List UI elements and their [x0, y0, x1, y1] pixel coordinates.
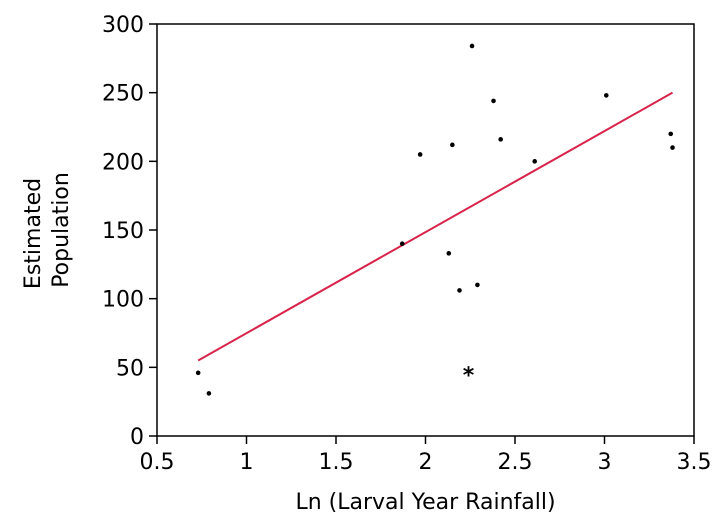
y-tick-label: 50 — [116, 356, 144, 381]
y-tick-label: 0 — [130, 425, 144, 450]
y-axis-title-line-2: Population — [49, 172, 74, 288]
x-tick-label: 1.5 — [319, 450, 354, 475]
y-tick-label: 150 — [102, 219, 144, 244]
data-point — [498, 137, 503, 142]
plot-frame — [156, 23, 695, 437]
data-point — [670, 145, 675, 150]
data-point — [469, 43, 475, 49]
x-tick-label: 2.5 — [498, 450, 533, 475]
x-tick-label: 3 — [598, 450, 612, 475]
data-point — [195, 370, 201, 376]
y-tick-label: 100 — [102, 288, 144, 313]
y-tick-label: 300 — [102, 13, 144, 38]
data-point — [532, 159, 537, 164]
data-point — [457, 288, 462, 293]
data-point — [450, 142, 455, 148]
y-axis-title-line-1: Estimated — [21, 178, 46, 289]
x-tick-label: 2 — [419, 450, 433, 475]
data-point — [417, 152, 423, 157]
y-tick-label: 200 — [102, 150, 144, 175]
y-axis-title: Estimated Population — [21, 171, 74, 289]
x-tick-label: 0.5 — [140, 450, 175, 475]
marked-point: * — [463, 363, 475, 388]
data-point — [206, 391, 212, 396]
data-point — [491, 98, 496, 104]
plot-area: 0.5 1 1.5 2 2.5 3 3.5 0 50 100 150 200 250 300 * — [102, 13, 712, 475]
x-tick-label: 1 — [240, 450, 254, 475]
data-point — [668, 131, 674, 137]
y-tick-label: 250 — [102, 82, 144, 107]
x-axis-title: Ln (Larval Year Rainfall) — [295, 490, 555, 515]
fit-line — [197, 91, 674, 362]
data-point — [603, 93, 609, 98]
data-point — [475, 282, 480, 288]
data-point — [399, 241, 405, 247]
x-tick-label: 3.5 — [677, 450, 712, 475]
data-point — [446, 251, 452, 256]
